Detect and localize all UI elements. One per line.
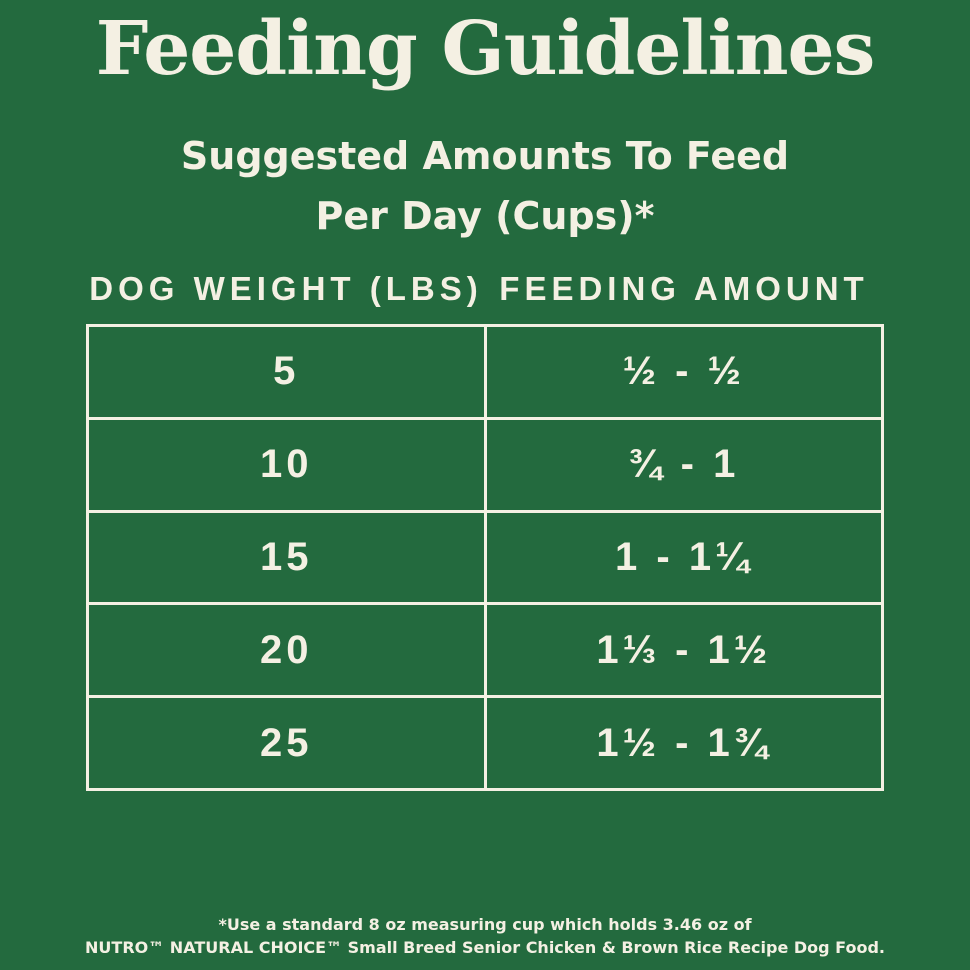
subtitle: Suggested Amounts To Feed bbox=[180, 134, 790, 178]
dog-weight: 25 bbox=[86, 695, 487, 791]
feeding-amount: 1⅓ - 1½ bbox=[483, 602, 884, 699]
dog-weight: 15 bbox=[86, 509, 487, 606]
title: Feeding Guidelines bbox=[95, 6, 876, 92]
feeding-amount: 1 - 1¼ bbox=[483, 509, 884, 606]
table-row: 10 ¾ - 1 bbox=[86, 416, 884, 513]
subtitle: Per Day (Cups)* bbox=[315, 194, 655, 238]
footnote: *Use a standard 8 oz measuring cup which… bbox=[218, 915, 752, 934]
column-header: FEEDING AMOUNT bbox=[499, 270, 869, 307]
footnote: NUTRO™ NATURAL CHOICE™ Small Breed Senio… bbox=[85, 938, 885, 957]
feeding-amount: ¾ - 1 bbox=[483, 416, 884, 513]
dog-weight: 20 bbox=[86, 602, 487, 699]
dog-weight: 10 bbox=[86, 416, 487, 513]
table-row: 20 1⅓ - 1½ bbox=[86, 602, 884, 699]
feeding-amount: 1½ - 1¾ bbox=[483, 695, 884, 791]
dog-weight: 5 bbox=[86, 324, 487, 420]
feeding-amount: ½ - ½ bbox=[483, 324, 884, 420]
column-header: DOG WEIGHT (LBS) bbox=[89, 270, 483, 307]
table-row: 15 1 - 1¼ bbox=[86, 509, 884, 606]
table-row: 25 1½ - 1¾ bbox=[86, 695, 884, 791]
